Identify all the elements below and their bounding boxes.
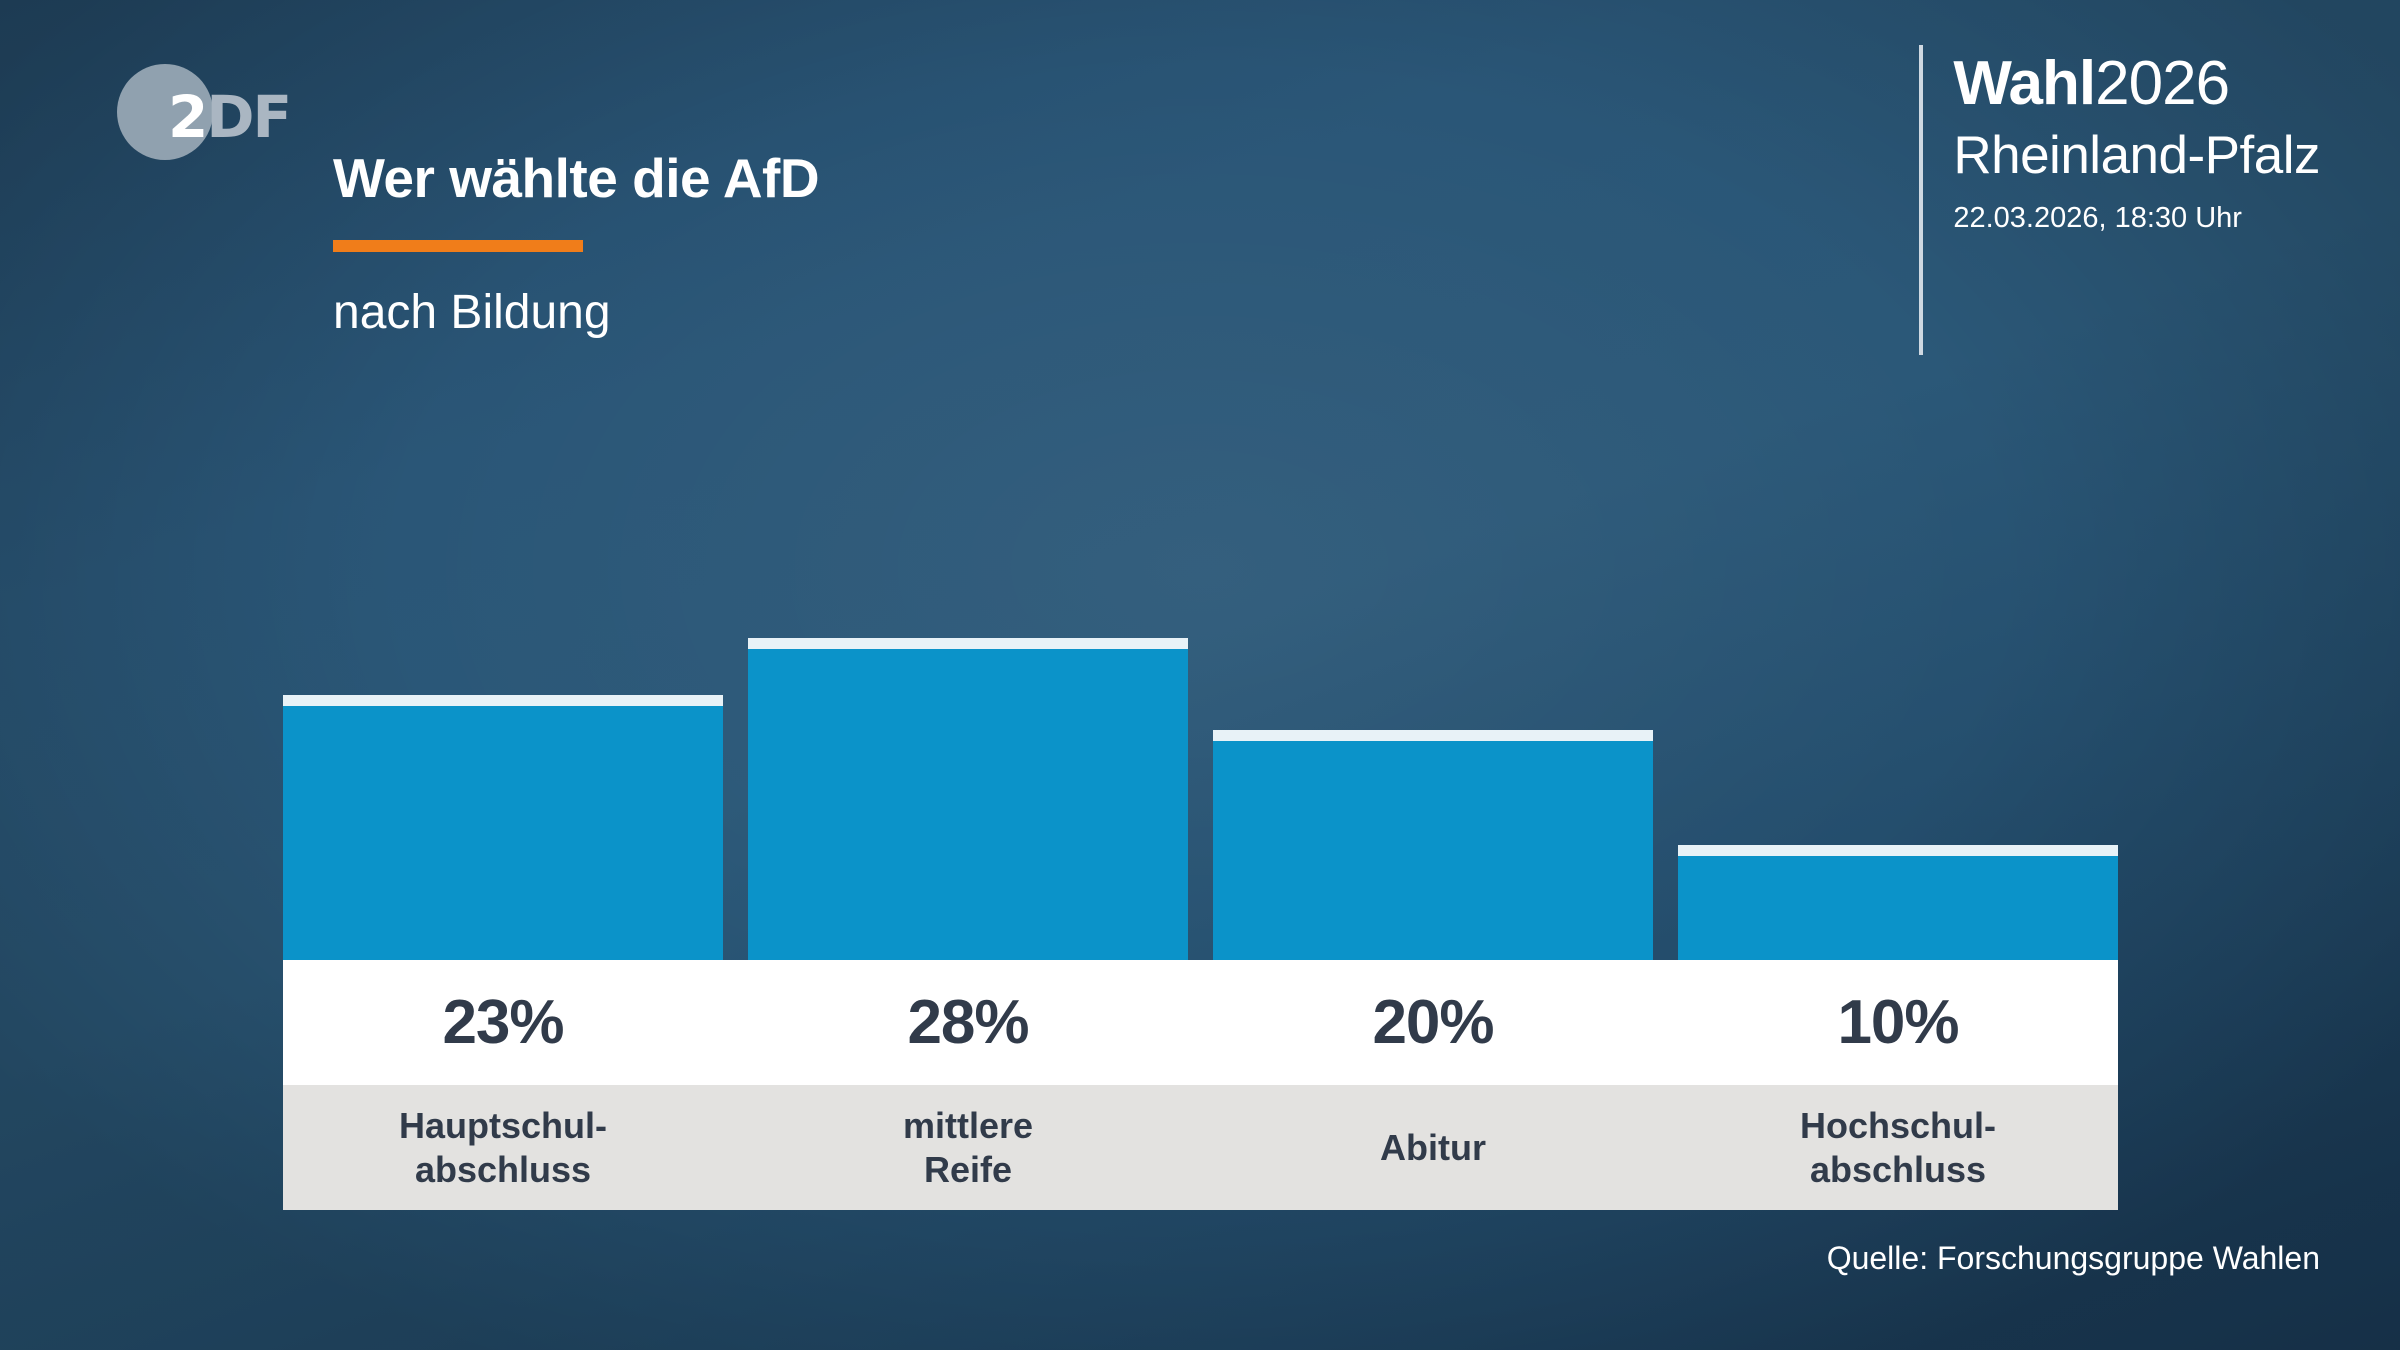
- title-accent-rule: [333, 239, 583, 252]
- zdf-logo-wordmark: 2DF: [168, 88, 292, 146]
- bar-category-line-2: abschluss: [414, 1148, 592, 1190]
- bar-category-line-1: Hochschul-: [1799, 1104, 1996, 1146]
- bar-cap: [283, 695, 723, 706]
- brand-title: Wahl2026: [1953, 53, 2320, 115]
- bar-fill: [1213, 730, 1653, 960]
- bar-value-label: 23%: [442, 988, 564, 1057]
- brand-datetime: 22.03.2026, 18:30 Uhr: [1953, 202, 2242, 234]
- bar-fill: [1678, 845, 2118, 960]
- bar-column[interactable]: 20% Abitur: [1213, 600, 1653, 1210]
- zdf-logo-glyph-df: DF: [206, 83, 292, 151]
- label-band: [283, 1085, 2118, 1210]
- page-title: Wer wählte die AfD: [333, 147, 820, 209]
- bar-category-label: mittlere Reife: [748, 1085, 1188, 1210]
- bar-category-label: Abitur: [1213, 1085, 1653, 1210]
- bar-category-label: Hochschul- abschluss: [1678, 1085, 2118, 1210]
- page-subtitle: nach Bildung: [333, 285, 611, 339]
- bar-cap: [748, 638, 1188, 649]
- bar-chart: 23% Hauptschul- abschluss 28% mittlere R…: [283, 600, 2118, 1210]
- value-band: [283, 960, 2118, 1085]
- brand-region: Rheinland-Pfalz: [1953, 126, 2320, 185]
- bar-category-line-1: Abitur: [1380, 1126, 1486, 1168]
- bar-column[interactable]: 10% Hochschul- abschluss: [1678, 600, 2118, 1210]
- bar-value-label: 10%: [1837, 988, 1959, 1057]
- bar-cap: [1678, 845, 2118, 856]
- bar-cap: [1213, 730, 1653, 741]
- zdf-logo-glyph-2: 2: [168, 83, 208, 151]
- bar-fill: [748, 638, 1188, 960]
- zdf-logo-circle: [117, 64, 213, 160]
- zdf-logo: 2DF: [113, 58, 292, 168]
- bar-value-label: 20%: [1372, 988, 1494, 1057]
- brand-title-word: Wahl: [1953, 49, 2096, 118]
- source-note: Quelle: Forschungsgruppe Wahlen: [1826, 1240, 2320, 1276]
- bar-column[interactable]: 28% mittlere Reife: [748, 600, 1188, 1210]
- bar-category-label: Hauptschul- abschluss: [283, 1085, 723, 1210]
- bar-value-label: 28%: [907, 988, 1029, 1057]
- brand-title-year: 2026: [2095, 49, 2230, 118]
- bar-category-line-1: mittlere: [902, 1104, 1034, 1146]
- bar-category-line-2: Reife: [923, 1148, 1013, 1190]
- headline-block: Wer wählte die AfD nach Bildung: [333, 147, 1533, 340]
- bar-category-line-2: abschluss: [1809, 1148, 1987, 1190]
- bar-column[interactable]: 23% Hauptschul- abschluss: [283, 600, 723, 1210]
- bar-category-line-1: Hauptschul-: [398, 1104, 607, 1146]
- brand-block: Wahl2026 Rheinland-Pfalz 22.03.2026, 18:…: [1919, 45, 2320, 355]
- bar-fill: [283, 695, 723, 960]
